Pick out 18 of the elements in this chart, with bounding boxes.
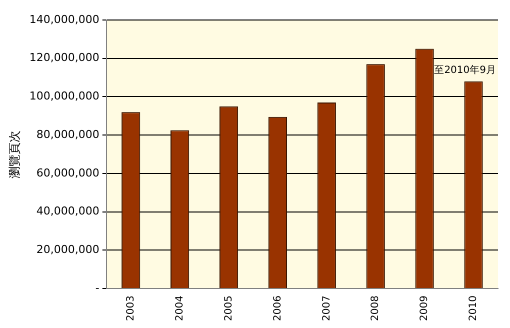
y-tick-label: - bbox=[95, 281, 100, 294]
x-tick-label: 2003 bbox=[125, 296, 136, 322]
x-tick-label: 2010 bbox=[468, 296, 480, 322]
x-tick-label: 2005 bbox=[223, 296, 234, 322]
annotation: 至2010年9月 bbox=[434, 64, 496, 76]
x-tick-label: 2004 bbox=[174, 296, 186, 322]
y-axis-title: 瀏覽頁次 bbox=[7, 130, 22, 178]
y-tick-label: 120,000,000 bbox=[29, 51, 100, 64]
x-tick-label: 2006 bbox=[272, 296, 284, 322]
y-tick-label: 80,000,000 bbox=[36, 128, 100, 141]
y-tick-label: 140,000,000 bbox=[29, 12, 100, 26]
y-tick-label: 60,000,000 bbox=[36, 166, 100, 180]
y-tick-label: 20,000,000 bbox=[36, 243, 100, 256]
y-tick-label: 40,000,000 bbox=[36, 204, 100, 218]
y-tick-label: 100,000,000 bbox=[29, 90, 100, 103]
x-tick-label: 2009 bbox=[419, 296, 430, 322]
x-tick-label: 2007 bbox=[321, 296, 332, 322]
x-tick-label: 2008 bbox=[370, 296, 382, 322]
